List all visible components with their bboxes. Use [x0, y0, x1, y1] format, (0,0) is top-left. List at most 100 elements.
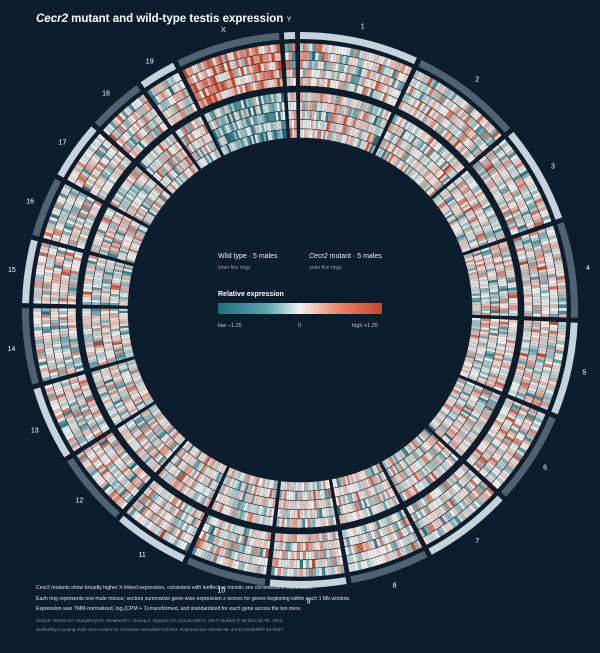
- heat-cell: [486, 267, 496, 272]
- heat-cell: [324, 79, 328, 88]
- heat-cell: [512, 191, 522, 199]
- heat-cell: [332, 113, 336, 123]
- heat-cell: [421, 74, 428, 83]
- heat-cell: [460, 221, 470, 228]
- heat-cell: [498, 283, 508, 287]
- heat-cell: [434, 155, 443, 164]
- heat-cell: [312, 568, 316, 577]
- heat-cell: [294, 119, 297, 129]
- heat-cell: [305, 542, 309, 551]
- chromosome-label-16: 16: [26, 199, 34, 206]
- heat-cell: [431, 80, 439, 90]
- heat-cell: [91, 313, 101, 317]
- heat-cell: [524, 302, 533, 306]
- heat-cell: [296, 560, 300, 569]
- heat-cell: [452, 189, 461, 197]
- heat-cell: [483, 176, 492, 184]
- heat-cell: [445, 197, 455, 204]
- heat-cell: [417, 82, 424, 91]
- heat-cell: [431, 140, 439, 149]
- heat-cell: [401, 93, 408, 102]
- heat-cell: [307, 518, 311, 528]
- heat-cell: [302, 534, 306, 543]
- heat-cell: [439, 204, 449, 211]
- heat-cell: [499, 298, 509, 302]
- heat-cell: [291, 534, 295, 543]
- heat-cell: [287, 92, 291, 102]
- heat-cell: [290, 500, 293, 510]
- heat-cell: [472, 249, 482, 255]
- heat-cell: [350, 57, 356, 66]
- heat-cell: [460, 135, 469, 144]
- heat-cell: [532, 313, 541, 317]
- heat-cell: [495, 178, 504, 186]
- heat-cell: [299, 568, 304, 577]
- heat-cell: [503, 193, 513, 200]
- heat-cell: [449, 157, 458, 166]
- heat-cell: [479, 197, 488, 205]
- heat-cell: [410, 159, 418, 168]
- heat-cell: [398, 150, 405, 159]
- heat-cell: [452, 140, 461, 148]
- heat-cell: [59, 295, 68, 299]
- heat-cell: [475, 232, 485, 239]
- heat-cell: [368, 61, 374, 71]
- heat-cell: [437, 159, 446, 168]
- heat-cell: [394, 158, 402, 168]
- heat-cell: [403, 65, 410, 74]
- heat-cell: [530, 189, 540, 196]
- heat-cell: [289, 77, 293, 86]
- heat-cell: [495, 149, 504, 157]
- heat-cell: [417, 177, 425, 186]
- heat-cell: [310, 120, 314, 129]
- heat-cell: [414, 110, 421, 119]
- heat-cell: [450, 222, 460, 229]
- heat-cell: [497, 280, 507, 285]
- heat-cell: [459, 219, 469, 226]
- heat-cell: [429, 164, 438, 173]
- heat-cell: [465, 232, 475, 238]
- heat-cell: [524, 308, 533, 311]
- heat-cell: [399, 151, 407, 160]
- heat-cell: [374, 81, 380, 91]
- heat-cell: [527, 183, 537, 191]
- heat-cell: [297, 482, 300, 491]
- heat-cell: [119, 310, 128, 314]
- heat-cell: [477, 236, 487, 243]
- heat-cell: [316, 102, 321, 112]
- heat-cell: [436, 145, 445, 154]
- heat-cell: [328, 131, 333, 141]
- heat-cell: [389, 123, 396, 133]
- heat-cell: [67, 319, 77, 323]
- heat-cell: [511, 208, 520, 215]
- heat-cell: [490, 246, 500, 252]
- heat-cell: [525, 198, 535, 205]
- heat-cell: [409, 77, 416, 87]
- heat-cell: [309, 43, 313, 52]
- heat-cell: [408, 146, 416, 155]
- heat-cell: [293, 101, 297, 111]
- heat-cell: [364, 142, 371, 152]
- heat-cell: [461, 247, 471, 253]
- heat-cell: [524, 305, 533, 309]
- heat-cell: [50, 308, 59, 312]
- heat-cell: [342, 55, 347, 64]
- heat-cell: [524, 218, 534, 225]
- heat-cell: [290, 491, 294, 500]
- chromosome-label-17: 17: [59, 139, 67, 146]
- heat-cell: [445, 89, 453, 98]
- heat-cell: [440, 189, 449, 198]
- heat-cell: [33, 308, 42, 312]
- heat-cell: [285, 533, 289, 543]
- heat-cell: [384, 152, 391, 161]
- heat-cell: [446, 167, 455, 176]
- heat-cell: [306, 482, 309, 491]
- heat-cell: [508, 292, 518, 296]
- heat-cell: [327, 112, 332, 122]
- heat-cell: [346, 65, 351, 74]
- heat-cell: [524, 178, 534, 185]
- heat-cell: [481, 306, 491, 309]
- heat-cell: [442, 98, 450, 107]
- heat-cell: [457, 182, 467, 190]
- heat-cell: [463, 174, 472, 182]
